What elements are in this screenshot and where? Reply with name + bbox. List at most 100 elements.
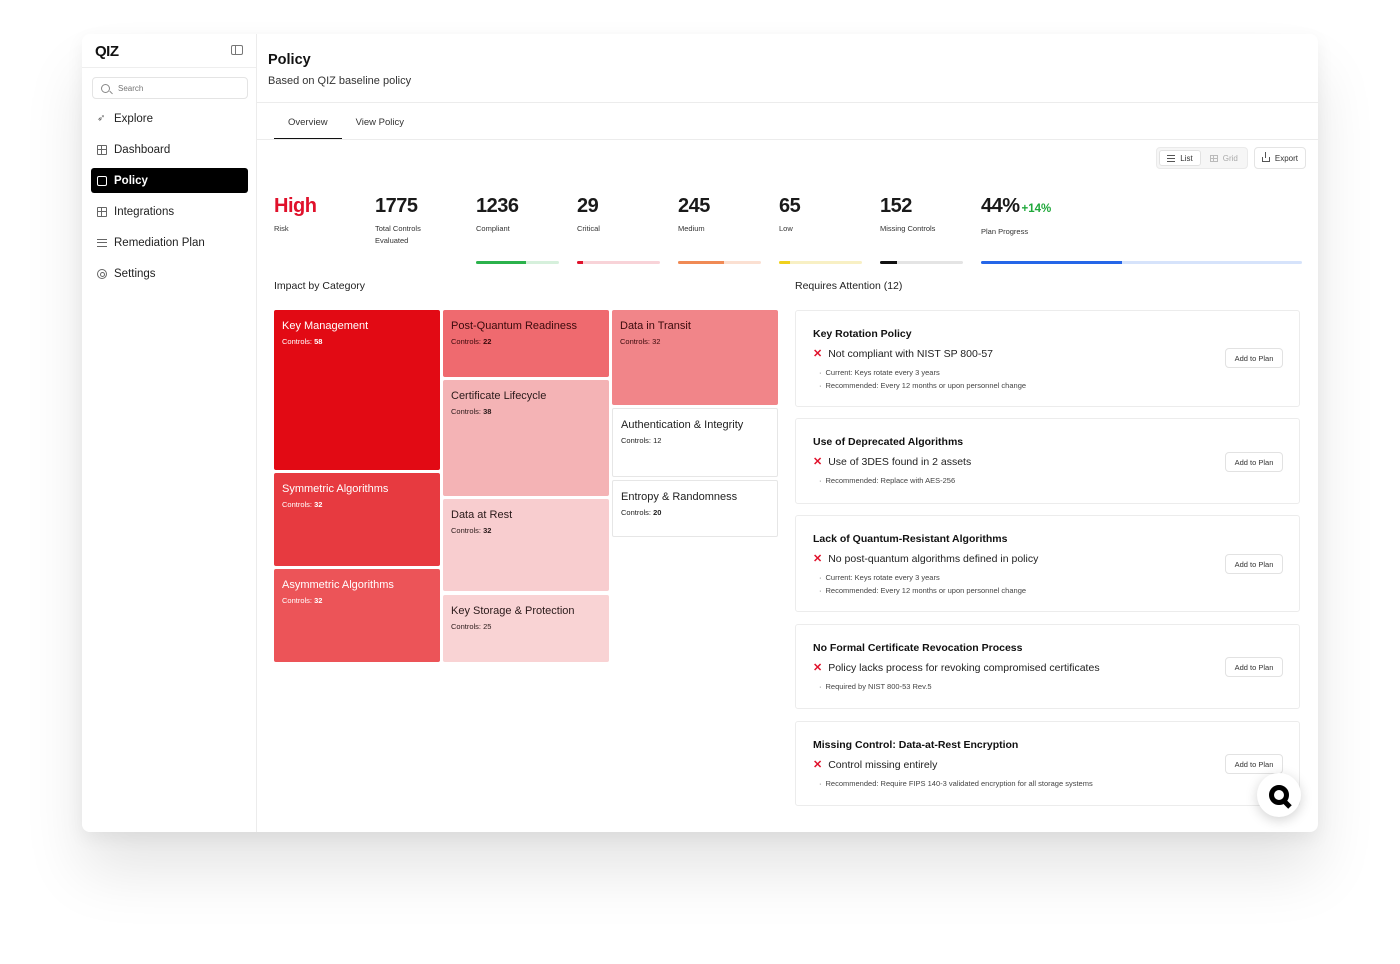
sidebar-item-explore[interactable]: ➶ Explore — [91, 106, 248, 131]
stat-value: 152 — [880, 195, 912, 217]
category-count: Controls: 38 — [451, 407, 601, 416]
category-name: Data in Transit — [620, 320, 691, 332]
app-logo[interactable]: QIZ — [95, 43, 119, 60]
progress-fill — [577, 261, 583, 264]
add-to-plan-button[interactable]: Add to Plan — [1225, 554, 1283, 574]
sidebar-item-label: Policy — [114, 174, 148, 187]
page-title: Policy — [268, 52, 311, 68]
category-count: Controls: 32 — [282, 500, 432, 509]
sidebar-item-policy[interactable]: Policy — [91, 168, 248, 193]
sidebar-item-remediation-plan[interactable]: Remediation Plan — [91, 230, 248, 255]
compliant-progress-bar — [476, 261, 559, 264]
category-count: Controls: 32 — [282, 596, 432, 605]
low-progress-bar — [779, 261, 862, 264]
progress-fill — [476, 261, 526, 264]
count-prefix: Controls: — [451, 622, 484, 631]
page-subtitle: Based on QIZ baseline policy — [268, 75, 412, 87]
category-count: Controls: 32 — [451, 526, 601, 535]
export-button[interactable]: Export — [1253, 147, 1306, 169]
add-to-plan-button[interactable]: Add to Plan — [1225, 452, 1283, 472]
add-to-plan-button[interactable]: Add to Plan — [1225, 348, 1283, 368]
category-tile-asymmetric-algorithms[interactable]: Asymmetric Algorithms Controls: 32 — [274, 569, 440, 662]
search-input[interactable] — [118, 83, 238, 93]
category-tile-data-in-transit[interactable]: Data in Transit Controls: 32 — [612, 310, 778, 405]
assistant-fab-button[interactable] — [1257, 773, 1301, 817]
dashboard-icon — [97, 144, 107, 155]
stat-label: Low — [779, 224, 793, 233]
progress-fill — [678, 261, 724, 264]
list-view-button[interactable]: List — [1159, 150, 1201, 166]
category-tile-key-management[interactable]: Key Management Controls: 58 — [274, 310, 440, 470]
count-value: 20 — [653, 508, 662, 517]
card-title: Missing Control: Data-at-Rest Encryption — [813, 739, 1019, 751]
tab-overview[interactable]: Overview — [274, 103, 342, 140]
category-tile-authentication-integrity[interactable]: Authentication & Integrity Controls: 12 — [612, 408, 778, 477]
list-view-label: List — [1180, 153, 1193, 163]
category-tile-certificate-lifecycle[interactable]: Certificate Lifecycle Controls: 38 — [443, 380, 609, 496]
stat-value: 44% +14% — [981, 194, 1051, 221]
sidebar-item-dashboard[interactable]: Dashboard — [91, 137, 248, 162]
stat-risk: High Risk — [274, 194, 344, 235]
rocket-icon: ➶ — [97, 112, 106, 124]
plan-progress-delta: +14% — [1021, 203, 1052, 215]
view-toolbar: List Grid Export — [1156, 147, 1306, 169]
stat-value: 65 — [779, 195, 801, 217]
count-value: 12 — [653, 436, 662, 445]
category-name: Data at Rest — [451, 509, 513, 521]
category-count: Controls: 20 — [621, 508, 769, 517]
detail-item: Recommended: Every 12 months or upon per… — [819, 585, 1027, 598]
category-count: Controls: 25 — [451, 622, 601, 631]
card-details: Current: Keys rotate every 3 years Recom… — [819, 572, 1027, 598]
detail-item: Recommended: Replace with AES-256 — [819, 475, 956, 488]
category-name: Asymmetric Algorithms — [282, 579, 394, 591]
stat-missing-controls: 152 Missing Controls — [880, 194, 963, 264]
remediation-icon — [97, 237, 107, 248]
card-details: Recommended: Require FIPS 140-3 validate… — [819, 778, 1093, 791]
count-prefix: Controls: — [621, 436, 654, 445]
card-issue: ✕ Policy lacks process for revoking compr… — [813, 661, 1100, 675]
category-tile-symmetric-algorithms[interactable]: Symmetric Algorithms Controls: 32 — [274, 473, 440, 566]
add-to-plan-button[interactable]: Add to Plan — [1225, 754, 1283, 774]
category-name: Symmetric Algorithms — [282, 483, 389, 495]
category-tile-entropy-randomness[interactable]: Entropy & Randomness Controls: 20 — [612, 480, 778, 537]
grid-view-button[interactable]: Grid — [1203, 150, 1245, 166]
sidebar-item-integrations[interactable]: Integrations — [91, 199, 248, 224]
category-tile-key-storage-protection[interactable]: Key Storage & Protection Controls: 25 — [443, 595, 609, 662]
count-prefix: Controls: — [282, 596, 315, 605]
progress-fill — [880, 261, 897, 264]
stat-value: 245 — [678, 195, 710, 217]
view-toggle: List Grid — [1156, 147, 1248, 169]
category-tile-post-quantum-readiness[interactable]: Post-Quantum Readiness Controls: 22 — [443, 310, 609, 377]
sidebar-toggle-icon[interactable] — [231, 45, 243, 55]
category-name: Certificate Lifecycle — [451, 390, 547, 402]
policy-icon — [97, 175, 107, 186]
stat-compliant: 1236 Compliant — [476, 194, 559, 264]
medium-progress-bar — [678, 261, 761, 264]
count-prefix: Controls: — [620, 337, 653, 346]
attention-card: Key Rotation Policy ✕ Not compliant with … — [795, 310, 1300, 407]
detail-item: Current: Keys rotate every 3 years — [819, 367, 1026, 380]
stat-value: 1775 — [375, 195, 418, 217]
stat-label: Medium — [678, 224, 705, 233]
stat-label: Plan Progress — [981, 227, 1029, 236]
category-count: Controls: 58 — [282, 337, 432, 346]
count-value: 58 — [314, 337, 323, 346]
category-name: Key Management — [282, 320, 369, 332]
count-prefix: Controls: — [282, 337, 315, 346]
attention-card: Lack of Quantum-Resistant Algorithms ✕ No… — [795, 515, 1300, 612]
stat-label: Risk — [274, 224, 289, 233]
plan-progress-bar — [981, 261, 1302, 264]
card-details: Recommended: Replace with AES-256 — [819, 475, 956, 488]
category-name: Entropy & Randomness — [621, 491, 738, 503]
card-title: No Formal Certificate Revocation Process — [813, 642, 1023, 654]
count-value: 38 — [483, 407, 492, 416]
missing-controls-progress-bar — [880, 261, 963, 264]
export-icon — [1261, 151, 1270, 162]
add-to-plan-button[interactable]: Add to Plan — [1225, 657, 1283, 677]
sidebar-item-settings[interactable]: Settings — [91, 261, 248, 286]
critical-progress-bar — [577, 261, 660, 264]
category-tile-data-at-rest[interactable]: Data at Rest Controls: 32 — [443, 499, 609, 591]
search-box[interactable] — [92, 77, 248, 99]
tab-view-policy[interactable]: View Policy — [355, 117, 404, 128]
count-prefix: Controls: — [451, 407, 484, 416]
